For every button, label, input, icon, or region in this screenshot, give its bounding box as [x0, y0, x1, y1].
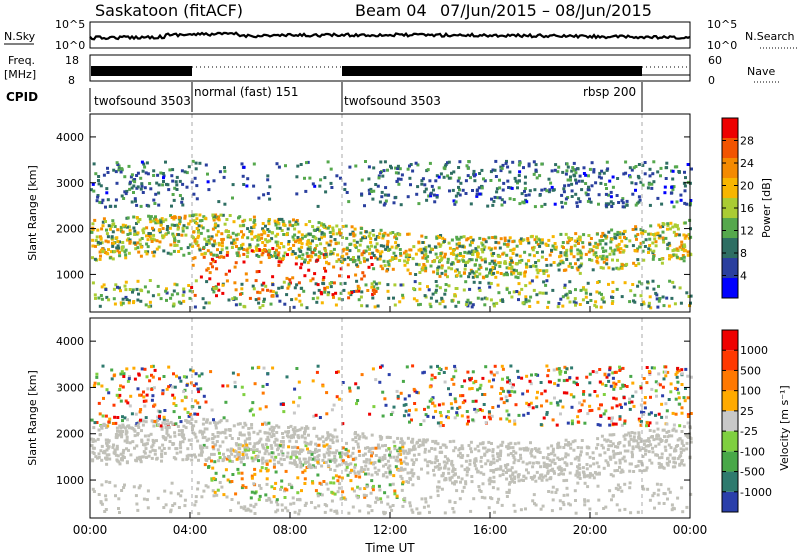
power-colorbar-swatch-6 — [722, 158, 738, 178]
velocity-colorbar-swatch-2 — [722, 451, 738, 472]
power-y-tick-2: 3000 — [56, 177, 84, 190]
power-colorbar-tick-6: 28 — [740, 135, 754, 148]
noise-panel: N.Sky 10^5 10^0 10^5 10^0 N.Search — [4, 18, 798, 52]
beam-label: Beam 04 — [355, 1, 427, 20]
noise-left-tick-bottom: 10^0 — [55, 39, 85, 52]
noise-right-tick-top: 10^5 — [707, 18, 737, 31]
power-colorbar-swatch-7 — [722, 138, 738, 158]
power-colorbar-tick-4: 20 — [740, 180, 754, 193]
power-colorbar-tick-3: 16 — [740, 202, 754, 215]
velocity-y-axis-label: Slant Range [km] — [26, 370, 39, 466]
velocity-colorbar-swatch-8 — [722, 330, 738, 351]
nsearch-label: N.Search — [745, 30, 795, 43]
velocity-colorbar-tick-6: -500 — [740, 466, 765, 479]
cpid-segment-1: twofsound 3503 — [94, 94, 191, 108]
nsky-label: N.Sky — [4, 30, 36, 43]
velocity-colorbar-tick-3: 25 — [740, 405, 754, 418]
velocity-colorbar-tick-2: 100 — [740, 385, 761, 398]
power-y-axis-label: Slant Range [km] — [26, 165, 39, 261]
freq-segment-1 — [91, 66, 192, 76]
noise-left-tick-top: 10^5 — [55, 18, 85, 31]
cpid-row: CPID twofsound 3503 normal (fast) 151 tw… — [6, 82, 643, 112]
velocity-heatmap — [90, 364, 693, 516]
power-colorbar-swatch-3 — [722, 218, 738, 238]
freq-right-tick-bottom: 0 — [708, 74, 715, 87]
velocity-colorbar-swatch-1 — [722, 471, 738, 492]
cpid-label: CPID — [6, 90, 38, 104]
freq-left-tick-bottom: 8 — [68, 74, 75, 87]
power-heatmap — [90, 159, 693, 310]
noise-sky-trace — [89, 31, 691, 41]
velocity-x-tick-5: 20:00 — [573, 523, 608, 537]
freq-label-2: [MHz] — [4, 68, 36, 81]
power-colorbar-swatch-8 — [722, 118, 738, 138]
velocity-colorbar: 1000 500 100 25 -25 -100 -500 -1000 Velocity [m… — [721, 329, 791, 513]
power-colorbar-tick-5: 24 — [740, 157, 754, 170]
power-colorbar-tick-1: 8 — [740, 247, 747, 260]
velocity-colorbar-label: Velocity [m s⁻¹] — [778, 385, 791, 470]
power-panel: 1000 2000 3000 4000 Slant Range [km] — [26, 113, 693, 313]
velocity-colorbar-tick-4: -25 — [740, 425, 758, 438]
power-colorbar-tick-2: 12 — [740, 225, 754, 238]
velocity-colorbar-tick-0: 1000 — [740, 344, 768, 357]
velocity-x-tick-1: 04:00 — [173, 523, 208, 537]
date-range: 07/Jun/2015 – 08/Jun/2015 — [440, 1, 652, 20]
velocity-colorbar-tick-1: 500 — [740, 364, 761, 377]
time-axis-label: Time UT — [364, 541, 415, 554]
power-colorbar-swatch-1 — [722, 258, 738, 278]
power-y-tick-1: 2000 — [56, 223, 84, 236]
velocity-y-tick-0: 1000 — [56, 474, 84, 487]
freq-segment-2 — [342, 66, 642, 76]
velocity-x-tick-3: 12:00 — [373, 523, 408, 537]
velocity-colorbar-tick-5: -100 — [740, 445, 765, 458]
power-colorbar-swatch-5 — [722, 178, 738, 198]
freq-right-tick-top: 60 — [708, 54, 722, 67]
frequency-panel: Freq. [MHz] 18 8 60 0 Nave — [4, 54, 780, 87]
nave-label: Nave — [747, 65, 775, 78]
velocity-x-tick-4: 16:00 — [473, 523, 508, 537]
cpid-segment-4: rbsp 200 — [583, 85, 636, 99]
power-colorbar-tick-0: 4 — [740, 270, 747, 283]
velocity-colorbar-swatch-0 — [722, 491, 738, 512]
power-colorbar: 4 8 12 16 20 24 28 Power [dB] — [721, 117, 773, 299]
velocity-colorbar-swatch-4 — [722, 410, 738, 432]
power-colorbar-label: Power [dB] — [760, 178, 773, 238]
velocity-colorbar-swatch-6 — [722, 370, 738, 391]
velocity-colorbar-swatch-5 — [722, 390, 738, 411]
velocity-y-tick-2: 3000 — [56, 381, 84, 394]
velocity-x-tick-2: 08:00 — [273, 523, 308, 537]
velocity-panel: 1000 2000 3000 4000 00:00 04:00 08:00 12:00 16:… — [26, 317, 708, 554]
cpid-segment-2: normal (fast) 151 — [194, 85, 298, 99]
velocity-x-tick-0: 00:00 — [73, 523, 108, 537]
power-y-tick-3: 4000 — [56, 131, 84, 144]
freq-left-tick-top: 18 — [65, 54, 79, 67]
freq-label-1: Freq. — [8, 54, 35, 67]
noise-right-tick-bottom: 10^0 — [707, 39, 737, 52]
velocity-y-tick-3: 4000 — [56, 335, 84, 348]
power-colorbar-swatch-2 — [722, 238, 738, 258]
power-colorbar-swatch-4 — [722, 198, 738, 218]
velocity-colorbar-swatch-3 — [722, 431, 738, 452]
velocity-x-tick-6: 00:00 — [673, 523, 708, 537]
cpid-segment-3: twofsound 3503 — [344, 94, 441, 108]
velocity-colorbar-swatch-7 — [722, 350, 738, 371]
power-colorbar-swatch-0 — [722, 278, 738, 298]
velocity-colorbar-tick-7: -1000 — [740, 486, 772, 499]
station-title: Saskatoon (fitACF) — [95, 1, 243, 20]
power-y-tick-0: 1000 — [56, 268, 84, 281]
velocity-y-tick-1: 2000 — [56, 428, 84, 441]
